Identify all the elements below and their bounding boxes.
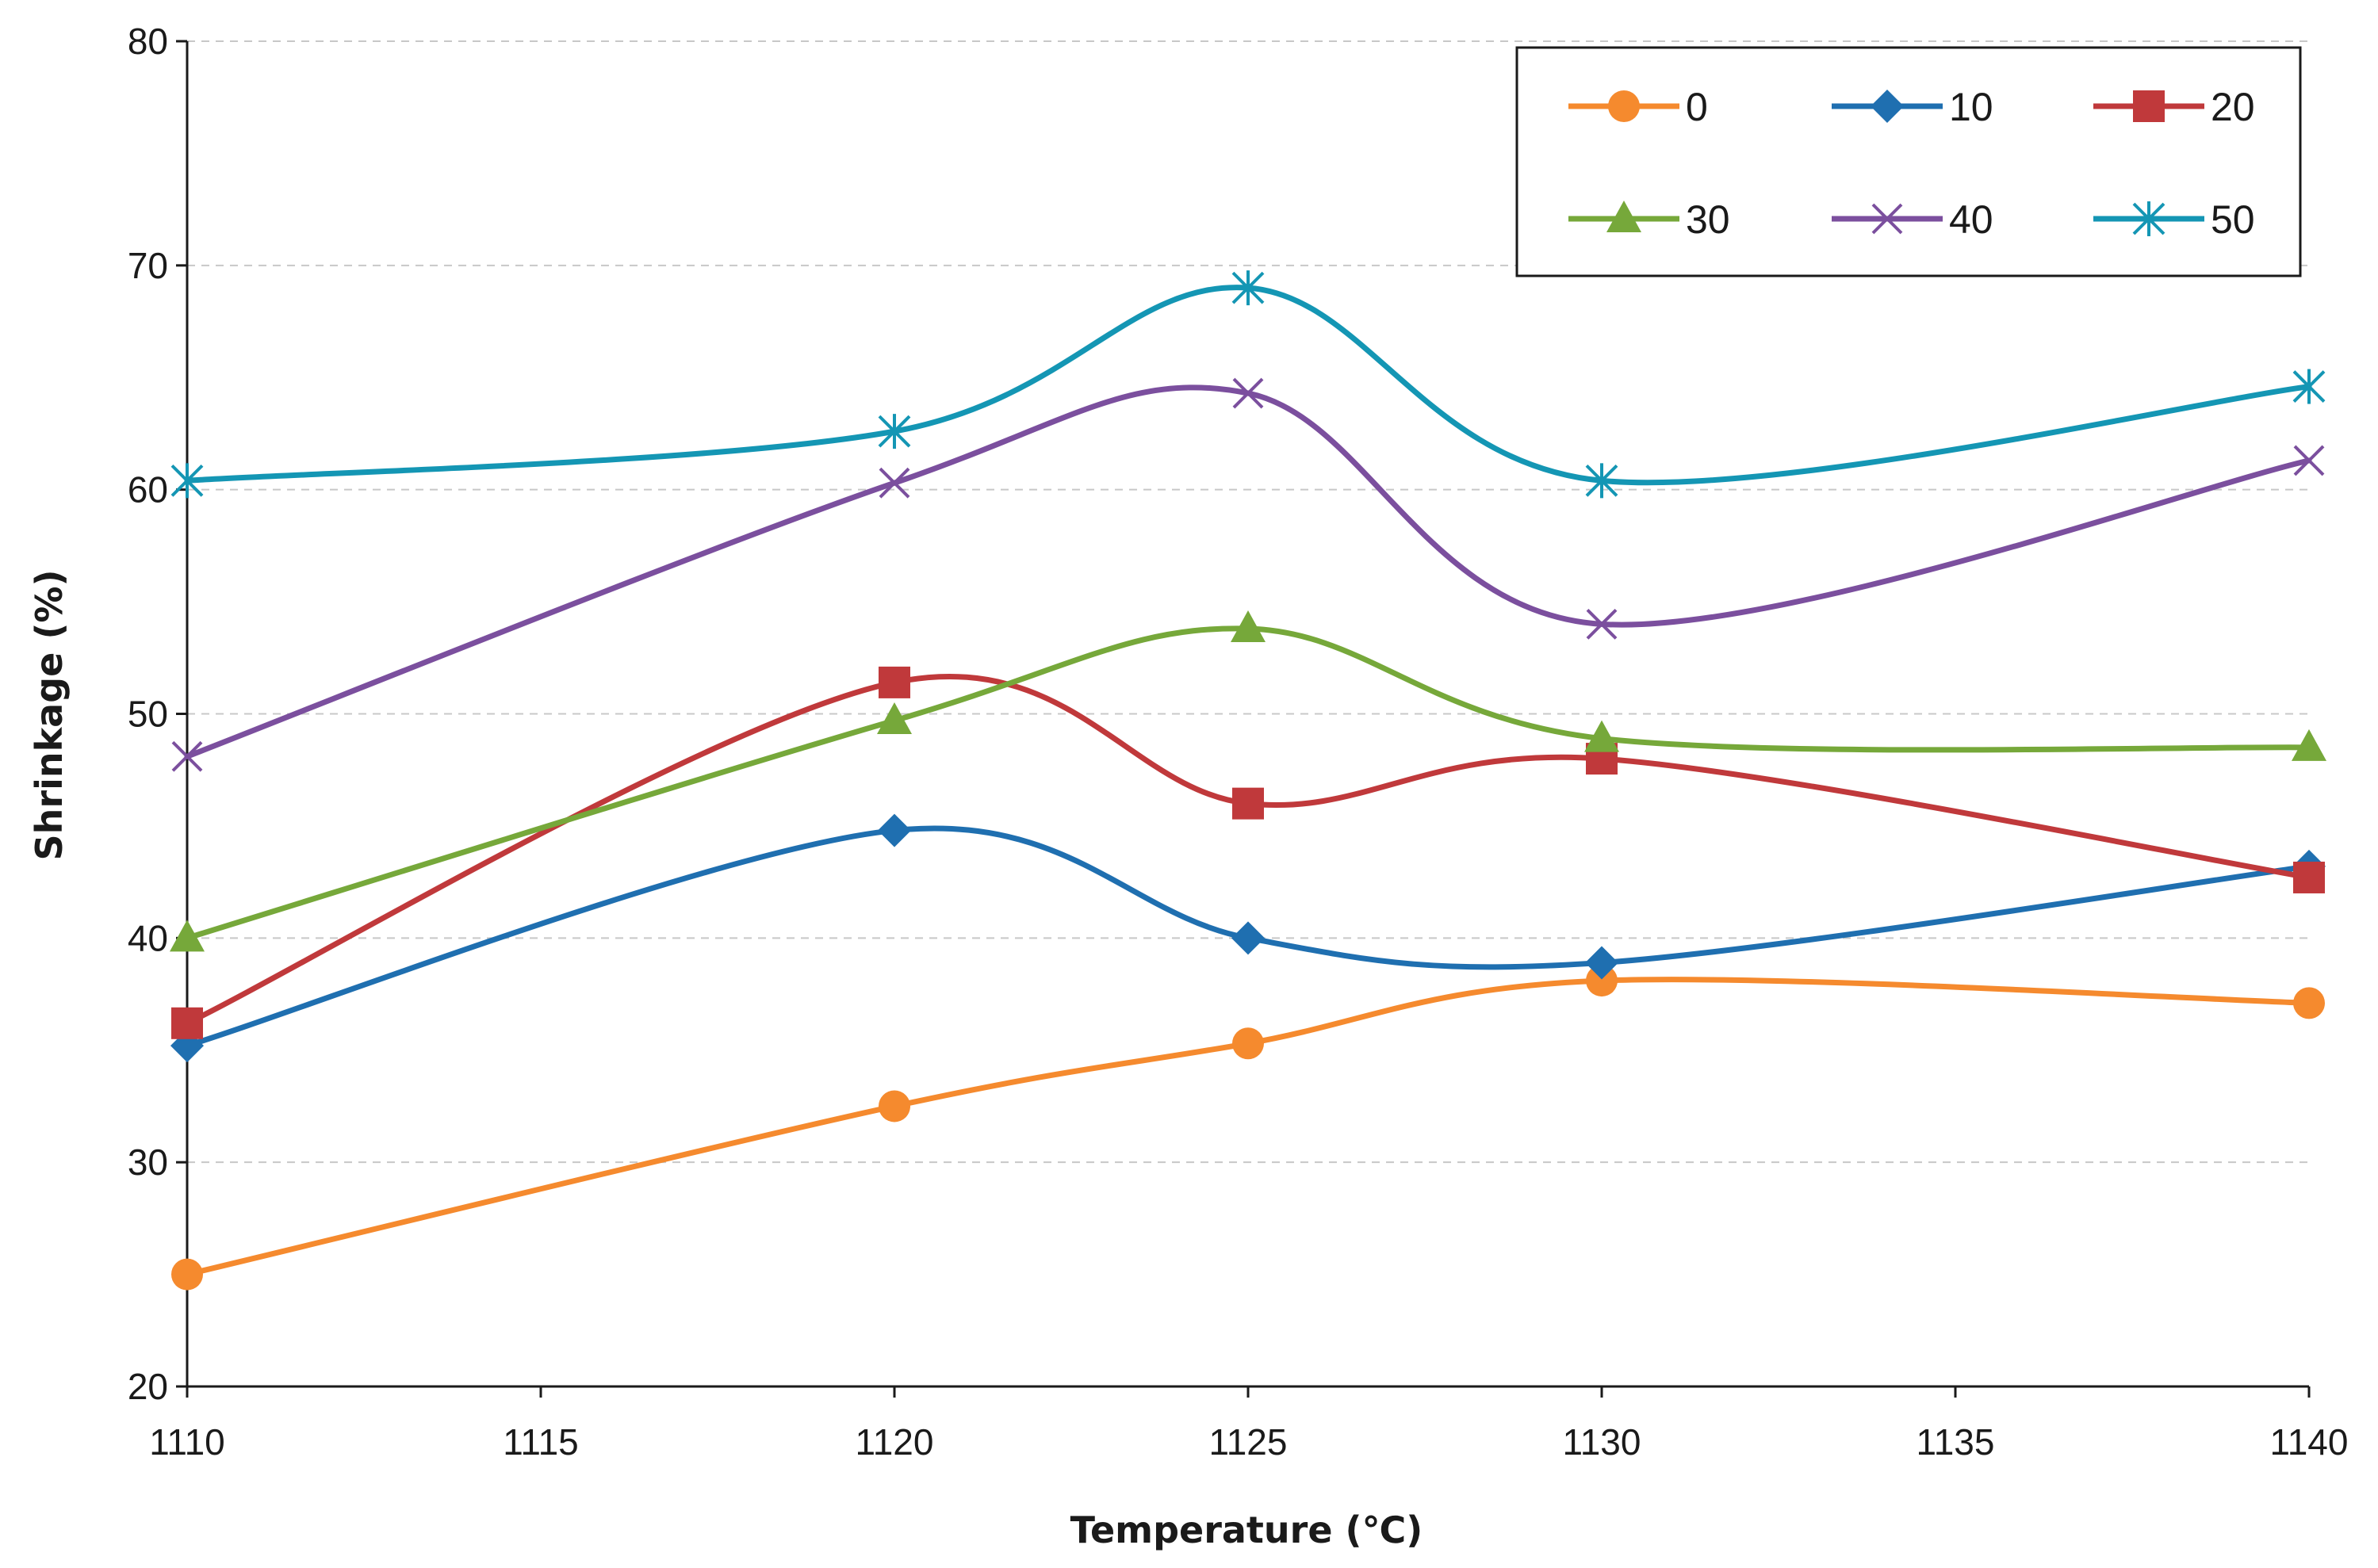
data-point-40-1110 — [171, 740, 203, 772]
series-20 — [171, 666, 2325, 1039]
legend-marker-40 — [1871, 203, 1903, 235]
x-tick-label: 1140 — [2270, 1421, 2349, 1463]
legend-item-30: 30 — [1568, 197, 1730, 242]
data-point-50-1125 — [1231, 270, 1265, 306]
series-line-30 — [184, 625, 2312, 941]
data-point-0-1125 — [1232, 1027, 1264, 1060]
data-point-50-1140 — [2292, 369, 2326, 404]
legend-marker-30 — [1606, 201, 1641, 232]
data-point-30-1125 — [1231, 610, 1266, 643]
legend: 0 10 20 30 40 50 — [1515, 46, 2302, 277]
y-tick-label: 60 — [128, 469, 168, 511]
legend-item-40: 40 — [1832, 197, 1993, 242]
series-40 — [171, 377, 2325, 772]
axes: 20 30 40 50 60 70 80 1110 1115 1120 1125 1130 1135 11… — [128, 21, 2349, 1463]
y-tick-label: 70 — [128, 245, 168, 286]
series-line-50 — [184, 285, 2312, 486]
data-point-50-1110 — [170, 463, 204, 499]
data-point-20-1140 — [2293, 861, 2325, 893]
data-point-30-1130 — [1584, 720, 1619, 752]
y-tick-label: 20 — [128, 1366, 168, 1407]
legend-label: 10 — [1949, 85, 1993, 129]
data-point-20-1125 — [1232, 787, 1264, 820]
x-tick-label: 1110 — [149, 1421, 225, 1463]
x-axis-title: Temperature (℃) — [1070, 1509, 1423, 1551]
series-0 — [171, 965, 2325, 1291]
legend-item-10: 10 — [1832, 85, 1993, 129]
data-point-40-1140 — [2293, 445, 2325, 476]
y-tick-label: 80 — [128, 21, 168, 62]
data-point-20-1120 — [879, 666, 910, 698]
legend-marker-20 — [2133, 90, 2165, 122]
y-axis-title: Shrinkage (%) — [28, 570, 71, 861]
data-point-10-1125 — [1231, 921, 1265, 955]
x-tick-label: 1125 — [1209, 1421, 1288, 1463]
data-point-0-1130 — [1586, 965, 1618, 997]
legend-marker-10 — [1871, 90, 1904, 123]
data-point-10-1120 — [878, 813, 911, 847]
y-tick-label: 40 — [128, 917, 168, 958]
data-point-30-1120 — [877, 702, 912, 734]
data-point-0-1140 — [2293, 987, 2325, 1019]
data-point-30-1110 — [170, 920, 205, 952]
legend-item-50: 50 — [2093, 197, 2255, 242]
legend-item-0: 0 — [1568, 85, 1708, 129]
legend-label: 30 — [1686, 197, 1730, 242]
data-point-50-1130 — [1585, 463, 1618, 499]
legend-box — [1515, 46, 2302, 277]
data-point-40-1130 — [1586, 608, 1618, 640]
series-50 — [170, 270, 2326, 499]
legend-item-20: 20 — [2093, 85, 2255, 129]
legend-label: 0 — [1686, 85, 1708, 129]
x-tick-label: 1115 — [503, 1421, 579, 1463]
data-point-50-1120 — [878, 414, 911, 449]
series-line-0 — [184, 977, 2312, 1278]
legend-marker-50 — [2132, 201, 2165, 236]
legend-label: 40 — [1949, 197, 1993, 242]
data-point-0-1120 — [879, 1090, 910, 1122]
x-tick-label: 1120 — [856, 1421, 934, 1463]
data-point-0-1110 — [171, 1258, 203, 1291]
y-tick-label: 30 — [128, 1142, 168, 1183]
x-tick-label: 1130 — [1563, 1421, 1641, 1463]
legend-label: 20 — [2211, 85, 2255, 129]
data-point-30-1140 — [2292, 729, 2326, 761]
series-30 — [170, 610, 2326, 952]
data-point-10-1130 — [1585, 946, 1618, 980]
series-line-20 — [184, 674, 2312, 1027]
legend-marker-0 — [1608, 90, 1640, 122]
data-point-40-1125 — [1232, 377, 1264, 409]
y-tick-label: 50 — [128, 694, 168, 735]
x-tick-label: 1135 — [1917, 1421, 1995, 1463]
legend-label: 50 — [2211, 197, 2255, 242]
data-point-40-1120 — [879, 467, 910, 499]
series-layer — [170, 270, 2326, 1291]
series-line-40 — [184, 384, 2312, 759]
data-point-20-1110 — [171, 1007, 203, 1039]
